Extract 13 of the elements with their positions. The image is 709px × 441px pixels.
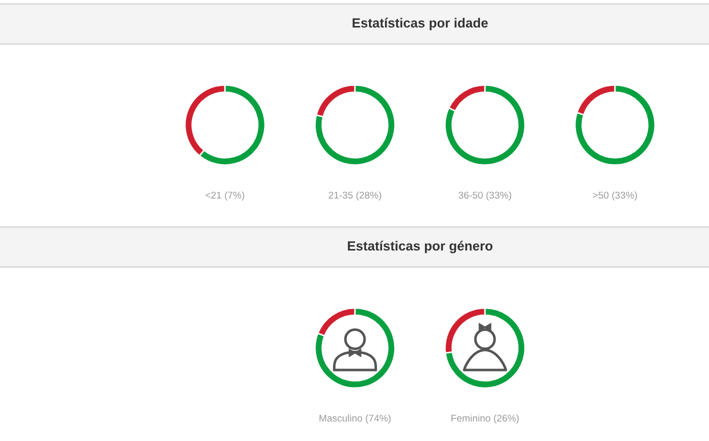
- text: Feminino (26%): [451, 414, 519, 424]
- donut-slice: [314, 84, 396, 166]
- text: <21 (7%): [206, 191, 244, 201]
- donut-slice: [444, 307, 526, 389]
- donut-slice: [574, 84, 656, 166]
- text: 21-35 (28%): [328, 191, 382, 201]
- text: Estatísticas por idade: [352, 18, 488, 30]
- text: Estatísticas por género: [348, 240, 492, 254]
- donut-slice: [444, 84, 526, 166]
- text: 36-50 (33%): [458, 191, 512, 201]
- text: >50 (33%): [592, 191, 637, 201]
- donut-slice: [314, 307, 396, 389]
- text: Masculino (74%): [320, 414, 391, 424]
